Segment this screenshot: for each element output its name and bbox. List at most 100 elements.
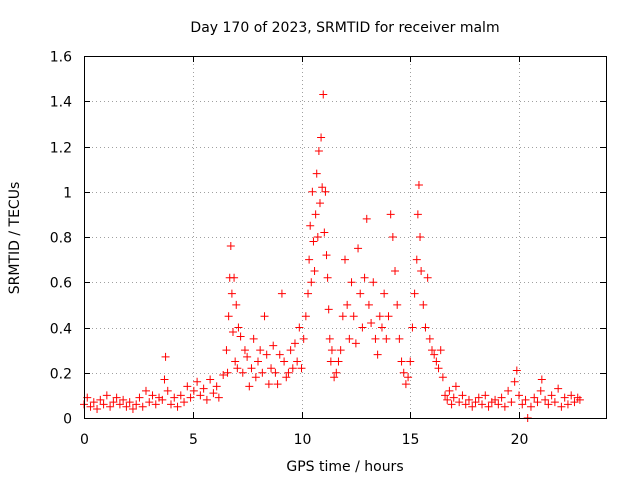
data-point [445,386,454,395]
x-axis-label: GPS time / hours [286,459,403,475]
data-point [336,346,345,355]
data-point [362,214,371,223]
data-point [570,398,579,407]
x-tick-label: 0 [80,432,89,448]
data-point [219,371,228,380]
data-point [297,364,306,373]
data-point [138,402,147,411]
data-point [432,357,441,366]
data-point [286,346,295,355]
data-point [567,391,576,400]
data-point [484,402,493,411]
data-point [382,334,391,343]
data-point [209,389,218,398]
data-point [399,368,408,377]
data-point [145,398,154,407]
data-point [364,300,373,309]
data-point [360,273,369,282]
data-point [391,266,400,275]
data-point [102,391,111,400]
data-point [306,221,315,230]
data-point [541,395,550,404]
data-point [323,273,332,282]
data-point [183,382,192,391]
data-point [243,352,252,361]
data-point [275,350,284,359]
data-point [135,393,144,402]
data-point [500,402,509,411]
data-point [228,328,237,337]
data-point [414,180,423,189]
data-point [314,147,323,156]
y-tick-label: 0.6 [50,276,72,292]
data-point [510,377,519,386]
data-point [371,334,380,343]
data-point [449,393,458,402]
data-point [267,364,276,373]
data-point [233,364,242,373]
y-axis-label: SRMTID / TECUs [7,182,23,295]
data-point [425,334,434,343]
data-point [189,386,198,395]
data-point [530,393,539,402]
data-point [173,402,182,411]
data-point [119,395,128,404]
data-point [293,357,302,366]
data-point [349,312,358,321]
data-point [512,366,521,375]
data-point [199,384,208,393]
data-point [358,323,367,332]
data-point [518,400,527,409]
data-point [161,352,170,361]
data-point [334,357,343,366]
data-point [557,402,566,411]
data-series-srmtid [80,90,584,422]
y-tick-label: 1 [63,186,72,202]
data-point [434,364,443,373]
y-tick-label: 0 [63,412,72,428]
data-point [193,377,202,386]
data-point [167,400,175,409]
data-point [115,400,124,409]
y-tick-label: 0.2 [50,367,72,383]
data-point [125,398,134,407]
data-point [99,400,108,409]
data-point [455,398,464,407]
data-point [419,300,428,309]
data-point [521,395,530,404]
data-point [412,255,421,264]
data-point [544,400,553,409]
data-point [214,393,223,402]
data-point [234,323,243,332]
data-point [451,382,460,391]
data-point [547,391,556,400]
data-point [507,398,516,407]
data-point [308,187,317,196]
gridlines [84,56,606,418]
data-point [163,386,172,395]
data-point [236,332,245,341]
data-point [247,364,256,373]
data-point [254,357,262,366]
data-point [550,398,559,407]
data-point [295,323,304,332]
data-point [262,350,271,359]
data-point [232,300,241,309]
data-point [575,395,584,404]
data-point [325,334,334,343]
data-point [443,395,452,404]
data-point [202,395,211,404]
data-point [554,384,563,393]
data-point [369,278,378,287]
data-point [304,289,313,298]
data-point [464,395,473,404]
data-point [377,323,386,332]
data-point [256,346,265,355]
data-point [273,380,282,389]
data-point [447,400,456,409]
y-tick-label: 1.2 [50,141,72,157]
data-point [343,300,352,309]
data-point [436,346,445,355]
x-tick-label: 15 [402,432,420,448]
